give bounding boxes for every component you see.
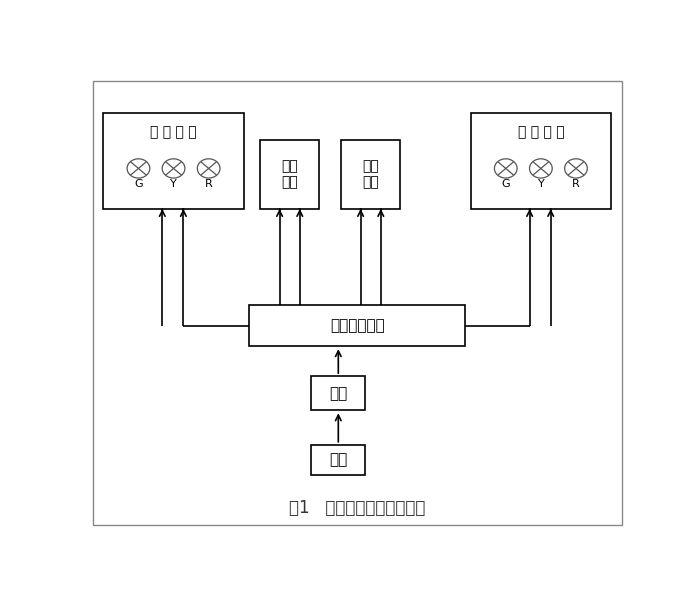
Text: 时间
显示: 时间 显示 — [362, 159, 379, 190]
Bar — [260, 140, 319, 209]
Bar — [470, 112, 611, 209]
Bar — [312, 445, 365, 475]
Bar — [250, 305, 466, 346]
Bar — [103, 112, 244, 209]
Text: 时标: 时标 — [329, 452, 347, 467]
Bar — [341, 140, 400, 209]
Text: R: R — [205, 179, 213, 189]
Text: Y: Y — [537, 179, 544, 189]
Text: Y: Y — [170, 179, 177, 189]
Text: 分频: 分频 — [329, 386, 347, 401]
Text: 时间
显示: 时间 显示 — [282, 159, 298, 190]
Bar — [312, 376, 365, 411]
Text: 东 西 方 向: 东 西 方 向 — [151, 125, 197, 139]
Text: 南 北 方 向: 南 北 方 向 — [518, 125, 564, 139]
Text: 图1   交通灯控制器系统框图: 图1 交通灯控制器系统框图 — [289, 499, 425, 518]
Text: G: G — [134, 179, 143, 189]
Text: R: R — [572, 179, 580, 189]
Text: G: G — [501, 179, 510, 189]
Text: 系统控制电路: 系统控制电路 — [330, 318, 385, 333]
